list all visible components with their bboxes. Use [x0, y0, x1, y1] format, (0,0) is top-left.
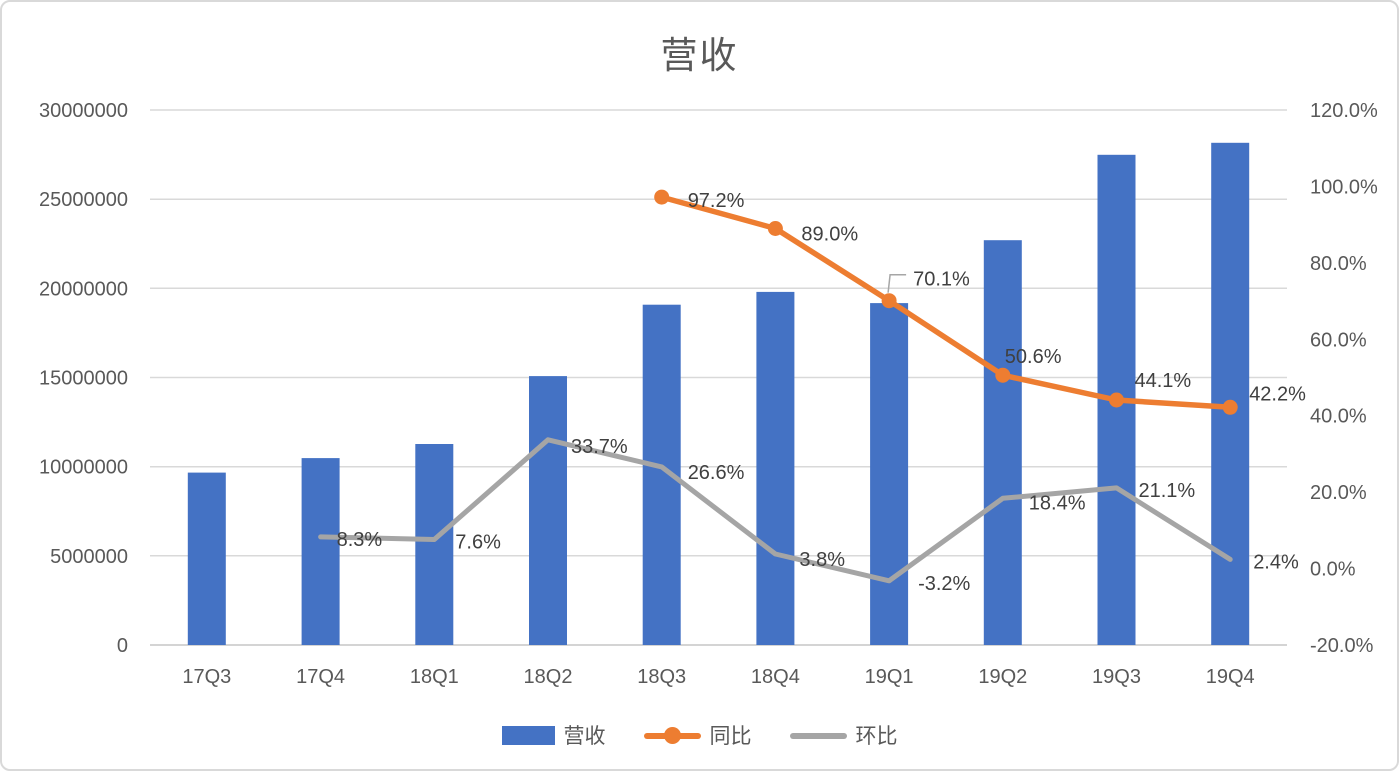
data-label-环比-18Q1: 7.6%	[455, 532, 501, 554]
data-label-同比-19Q2: 50.6%	[1005, 346, 1062, 368]
right-axis-tick: 20.0%	[1310, 482, 1367, 504]
legend-item-qoq[interactable]: 环比	[789, 720, 898, 750]
right-axis-tick: -20.0%	[1310, 635, 1374, 657]
chart-title: 营收	[660, 35, 739, 76]
x-axis-label: 19Q4	[1206, 666, 1255, 688]
right-axis-tick: 40.0%	[1310, 406, 1367, 428]
bar-17Q4	[301, 458, 340, 645]
legend-label-revenue: 营收	[563, 725, 606, 748]
x-axis-label: 18Q3	[637, 666, 686, 688]
left-axis-tick: 0	[117, 635, 128, 657]
marker-yoy-18Q3	[654, 189, 670, 205]
left-axis-tick: 30000000	[39, 100, 128, 122]
x-axis-label: 19Q3	[1092, 666, 1141, 688]
data-label-环比-17Q4: 8.3%	[337, 529, 383, 551]
x-axis-label: 19Q2	[978, 666, 1027, 688]
right-axis-tick: 0.0%	[1310, 559, 1356, 581]
right-axis-tick: 120.0%	[1310, 100, 1378, 122]
x-axis-label: 17Q3	[182, 666, 231, 688]
bar-17Q3	[187, 472, 226, 645]
marker-yoy-19Q2	[995, 367, 1011, 383]
data-label-环比-19Q2: 18.4%	[1029, 492, 1086, 514]
marker-yoy-18Q4	[767, 221, 783, 236]
legend-item-yoy[interactable]: 同比	[643, 720, 752, 750]
data-label-环比-18Q4: 3.8%	[799, 549, 845, 571]
legend-label-yoy: 同比	[709, 725, 752, 748]
revenue-bar-swatch-icon	[501, 725, 555, 745]
x-axis-label: 17Q4	[296, 666, 345, 688]
marker-yoy-19Q1	[881, 293, 897, 309]
callout-line	[887, 273, 907, 293]
bar-19Q4	[1211, 142, 1250, 646]
bar-18Q4	[756, 291, 795, 645]
legend-label-qoq: 环比	[855, 725, 898, 748]
marker-yoy-19Q3	[1109, 392, 1124, 408]
data-label-同比-19Q4: 42.2%	[1249, 383, 1306, 405]
data-label-环比-19Q3: 21.1%	[1139, 480, 1196, 502]
x-axis-label: 18Q1	[410, 666, 459, 688]
bar-18Q1	[415, 444, 454, 645]
right-axis-tick: 80.0%	[1310, 253, 1367, 275]
data-label-环比-18Q2: 33.7%	[571, 436, 628, 458]
right-axis-tick: 100.0%	[1310, 176, 1378, 198]
data-label-同比-18Q4: 89.0%	[801, 224, 858, 246]
data-label-同比-18Q3: 97.2%	[688, 190, 745, 212]
data-label-环比-19Q1: -3.2%	[918, 573, 970, 595]
marker-yoy-19Q4	[1222, 399, 1238, 415]
left-axis-tick: 15000000	[39, 368, 128, 390]
bar-19Q1	[870, 303, 909, 645]
left-axis-tick: 20000000	[39, 278, 128, 300]
right-axis-tick: 60.0%	[1310, 329, 1367, 351]
line-yoy	[658, 194, 1233, 411]
left-axis-tick: 5000000	[50, 546, 128, 568]
data-label-同比-19Q1: 70.1%	[913, 269, 970, 291]
line-qoq	[318, 437, 1233, 584]
chart-plot: 0 5000000 10000000 15000000 20000000 25000000…	[39, 100, 1378, 688]
yoy-line-swatch-icon	[643, 726, 701, 745]
x-axis-label: 19Q1	[865, 666, 914, 688]
bar-19Q2	[983, 240, 1022, 645]
bar-18Q2	[529, 376, 567, 645]
data-label-同比-19Q3: 44.1%	[1135, 370, 1192, 392]
x-axis-label: 18Q2	[524, 666, 573, 688]
data-label-环比-18Q3: 26.6%	[688, 462, 745, 484]
chart-legend: 营收 同比 环比	[2, 714, 1397, 756]
qoq-line-swatch-icon	[789, 726, 847, 745]
left-axis-tick: 25000000	[39, 189, 128, 211]
legend-item-revenue[interactable]: 营收	[501, 720, 606, 750]
x-axis-label: 18Q4	[751, 666, 800, 688]
left-axis-tick: 10000000	[39, 457, 128, 479]
data-label-环比-19Q4: 2.4%	[1253, 551, 1299, 573]
